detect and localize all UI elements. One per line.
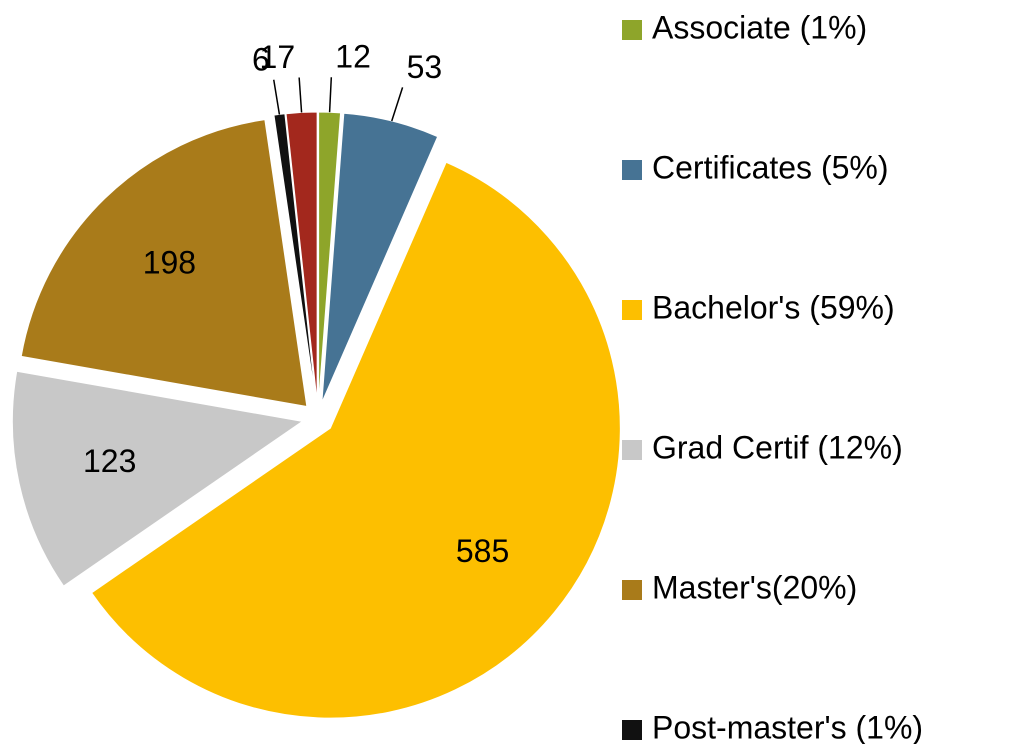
leader-line bbox=[391, 87, 404, 122]
leader-line bbox=[328, 77, 333, 113]
data-label: 17 bbox=[260, 39, 296, 75]
pie-slice bbox=[90, 161, 621, 719]
data-label: 198 bbox=[143, 245, 196, 281]
pie-slice bbox=[11, 370, 304, 587]
legend-label: Post-master's (1%) bbox=[652, 709, 923, 744]
data-label: 6 bbox=[252, 41, 270, 77]
legend-swatch bbox=[622, 300, 642, 320]
pie-slice bbox=[285, 111, 318, 403]
pie-slice bbox=[20, 119, 308, 408]
data-label: 12 bbox=[335, 39, 371, 75]
data-label: 123 bbox=[83, 443, 136, 479]
legend-swatch bbox=[622, 720, 642, 740]
data-label: 53 bbox=[407, 49, 443, 85]
legend-label: Bachelor's (59%) bbox=[652, 289, 895, 325]
leader-line bbox=[273, 79, 281, 115]
legend-label: Master's(20%) bbox=[652, 569, 857, 605]
legend-label: Certificates (5%) bbox=[652, 149, 889, 185]
leader-line bbox=[298, 77, 303, 113]
legend-swatch bbox=[622, 20, 642, 40]
pie-slice bbox=[318, 111, 342, 403]
legend-swatch bbox=[622, 160, 642, 180]
data-label: 585 bbox=[456, 533, 509, 569]
pie-slice bbox=[321, 112, 439, 403]
legend-label: Associate (1%) bbox=[652, 9, 867, 45]
legend-label: Grad Certif (12%) bbox=[652, 429, 903, 465]
legend-swatch bbox=[622, 580, 642, 600]
legend-swatch bbox=[622, 440, 642, 460]
